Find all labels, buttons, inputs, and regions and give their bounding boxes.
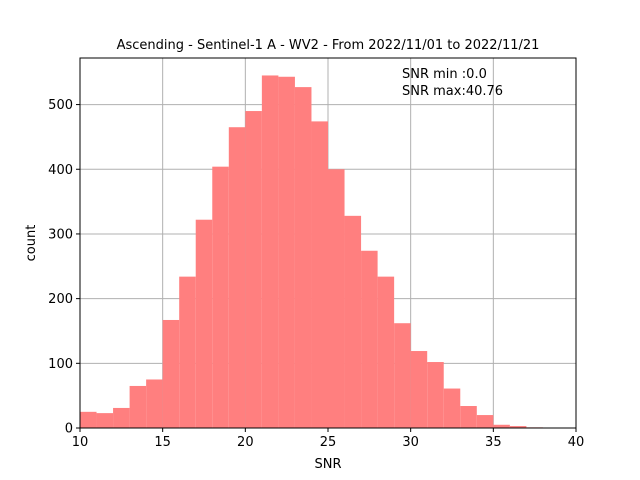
x-tick-label: 20 <box>237 435 254 450</box>
chart-title: Ascending - Sentinel-1 A - WV2 - From 20… <box>117 38 540 53</box>
histogram-bar <box>394 323 411 428</box>
histogram-bar <box>129 385 147 428</box>
histogram-bar <box>410 351 428 428</box>
histogram-bar <box>278 76 295 429</box>
histogram-bar <box>179 276 196 428</box>
y-axis-label: count <box>24 225 39 262</box>
histogram-bars <box>80 75 543 429</box>
histogram-bar <box>96 413 114 428</box>
x-axis-label: SNR <box>314 457 341 472</box>
snr-min-annotation: SNR min :0.0 <box>402 67 487 82</box>
histogram-bar <box>509 426 527 428</box>
y-tick-label: 100 <box>48 357 73 372</box>
histogram-bar <box>344 215 362 428</box>
x-axis-ticks: 10 15 20 25 30 35 40 <box>72 428 585 450</box>
x-tick-label: 35 <box>485 435 502 450</box>
histogram-bar <box>443 388 461 428</box>
x-tick-label: 30 <box>402 435 419 450</box>
histogram-bar <box>195 219 213 428</box>
histogram-bar <box>212 166 229 428</box>
histogram-bar <box>245 111 262 428</box>
histogram-bar <box>328 169 345 429</box>
histogram-bar <box>146 379 163 428</box>
histogram-bar <box>476 415 494 428</box>
y-tick-label: 300 <box>48 227 73 242</box>
histogram-bar <box>113 407 130 428</box>
histogram-bar <box>162 319 180 428</box>
y-axis-ticks: 0 100 200 300 400 500 <box>48 98 80 437</box>
y-tick-label: 500 <box>48 98 73 113</box>
y-tick-label: 400 <box>48 163 73 178</box>
y-tick-label: 200 <box>48 292 73 307</box>
histogram-bar <box>361 250 378 428</box>
histogram-bar <box>377 276 395 428</box>
x-tick-label: 15 <box>154 435 171 450</box>
histogram-bar <box>311 121 328 429</box>
histogram-bar <box>460 406 477 428</box>
histogram-bar <box>228 127 246 428</box>
snr-max-annotation: SNR max:40.76 <box>402 84 503 99</box>
y-tick-label: 0 <box>65 422 73 437</box>
histogram-bar <box>261 75 279 429</box>
histogram-bar <box>294 87 312 428</box>
x-tick-label: 40 <box>568 435 585 450</box>
histogram-bar <box>427 362 444 428</box>
x-tick-label: 25 <box>320 435 337 450</box>
x-tick-label: 10 <box>72 435 89 450</box>
histogram-bar <box>80 411 97 428</box>
histogram-bar <box>493 424 510 428</box>
